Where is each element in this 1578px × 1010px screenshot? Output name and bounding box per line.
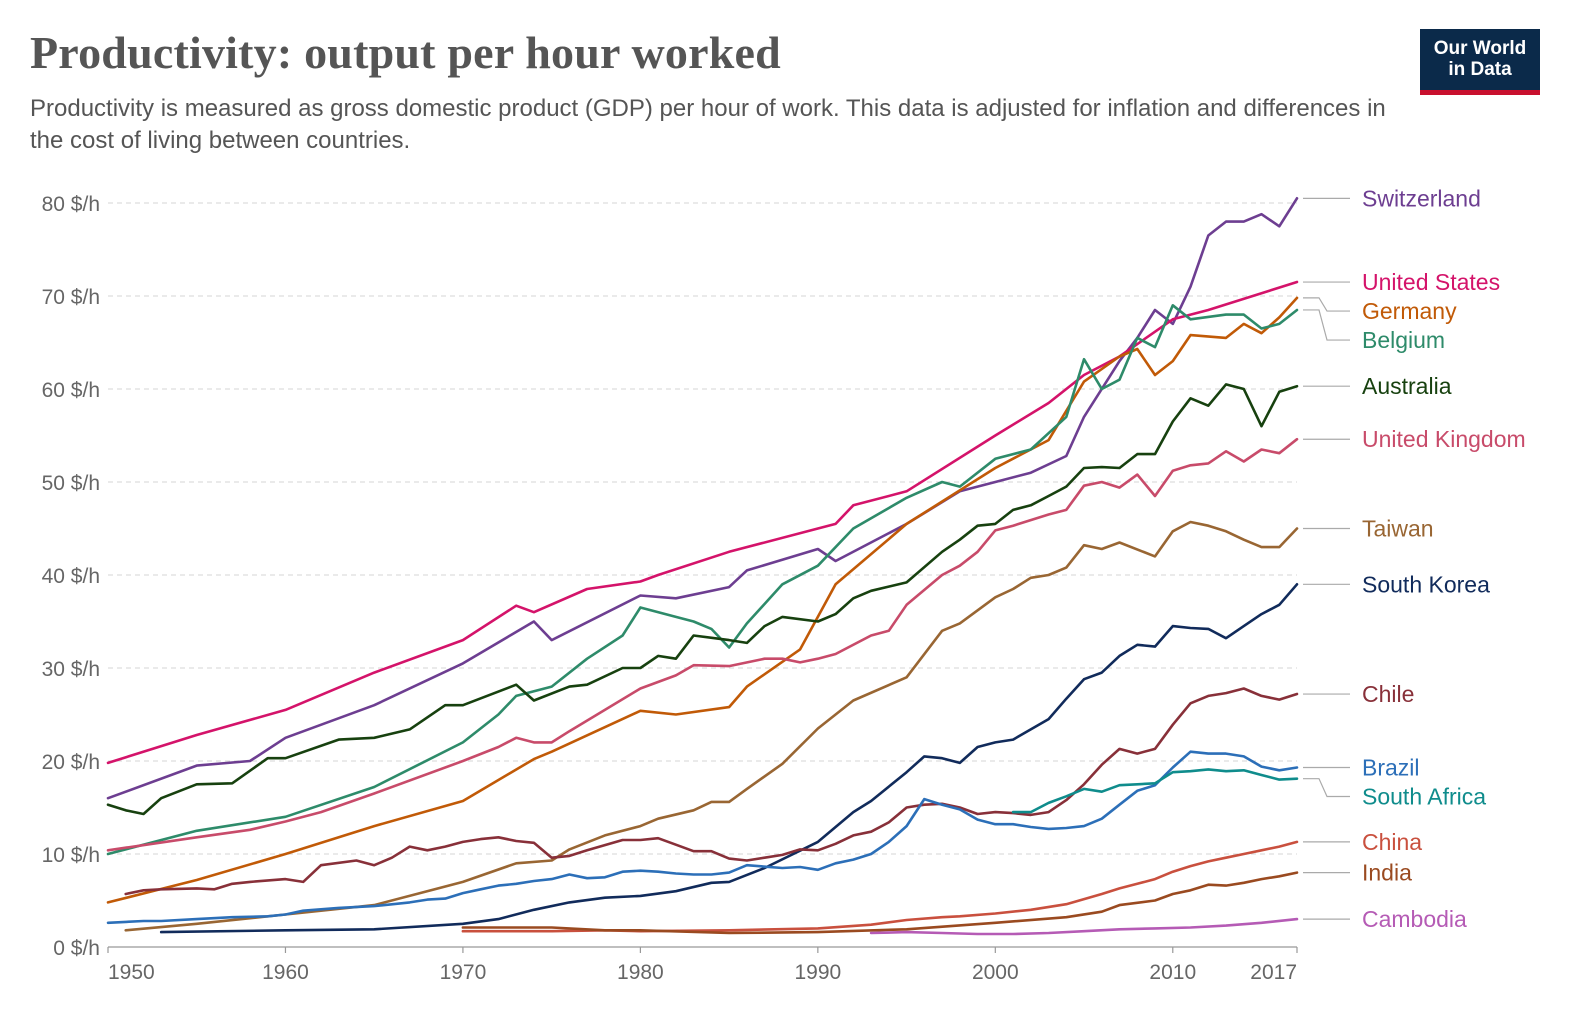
series-label-switzerland[interactable]: Switzerland — [1362, 185, 1481, 211]
series-label-australia[interactable]: Australia — [1362, 373, 1452, 399]
y-tick-label: 60 $/h — [42, 379, 100, 402]
x-tick-label: 1960 — [262, 961, 309, 984]
leader-line — [1303, 297, 1350, 312]
series-line-chile[interactable] — [124, 687, 1299, 896]
series-line-brazil[interactable] — [106, 750, 1299, 925]
series-line-china[interactable] — [461, 840, 1299, 933]
chart-title: Productivity: output per hour worked — [30, 27, 781, 78]
series-label-chile[interactable]: Chile — [1362, 681, 1414, 707]
series-line-australia[interactable] — [106, 383, 1299, 816]
series-lines — [106, 197, 1299, 936]
series-label-united-states[interactable]: United States — [1362, 269, 1500, 295]
series-line-india[interactable] — [461, 871, 1299, 935]
y-tick-label: 80 $/h — [42, 193, 100, 216]
gridlines — [108, 202, 1297, 855]
series-line-belgium[interactable] — [106, 304, 1299, 856]
x-tick-label: 1950 — [108, 961, 155, 984]
x-tick-label: 2010 — [1149, 961, 1196, 984]
end-labels: Switzerland United States Germany Belgium Au… — [1303, 185, 1526, 932]
series-line-taiwan[interactable] — [124, 520, 1299, 932]
y-tick-label: 30 $/h — [42, 658, 100, 681]
x-tick-label: 1970 — [440, 961, 487, 984]
series-label-belgium[interactable]: Belgium — [1362, 327, 1445, 353]
series-line-cambodia[interactable] — [869, 917, 1299, 936]
leader-line — [1303, 309, 1350, 341]
x-tick-label: 2017 — [1250, 961, 1297, 984]
series-line-united-kingdom[interactable] — [106, 437, 1299, 852]
x-tick-label: 1980 — [617, 961, 664, 984]
x-axis: 1950 1960 1970 1980 1990 2000 2010 2017 — [107, 946, 1298, 984]
owid-logo[interactable]: Our World in Data — [1420, 29, 1540, 95]
series-line-germany[interactable] — [106, 296, 1299, 904]
series-label-brazil[interactable]: Brazil — [1362, 755, 1420, 781]
y-tick-label: 20 $/h — [42, 751, 100, 774]
series-label-united-kingdom[interactable]: United Kingdom — [1362, 426, 1526, 452]
y-tick-label: 10 $/h — [42, 844, 100, 867]
series-label-germany[interactable]: Germany — [1362, 298, 1457, 324]
series-line-united-states[interactable] — [106, 280, 1299, 765]
series-label-south-korea[interactable]: South Korea — [1362, 571, 1490, 597]
series-label-india[interactable]: India — [1362, 860, 1412, 886]
series-label-south-africa[interactable]: South Africa — [1362, 784, 1486, 810]
leader-line — [1303, 778, 1350, 798]
x-tick-label: 2000 — [972, 961, 1019, 984]
series-label-cambodia[interactable]: Cambodia — [1362, 906, 1467, 932]
y-tick-label: 40 $/h — [42, 565, 100, 588]
series-label-china[interactable]: China — [1362, 829, 1422, 855]
chart-subtitle: Productivity is measured as gross domest… — [30, 95, 1386, 154]
y-tick-label: 0 $/h — [53, 937, 100, 960]
series-line-south-korea[interactable] — [159, 583, 1299, 934]
y-tick-label: 70 $/h — [42, 286, 100, 309]
series-label-taiwan[interactable]: Taiwan — [1362, 516, 1434, 542]
logo-line-1: Our World — [1433, 38, 1527, 59]
y-tick-label: 50 $/h — [42, 472, 100, 495]
y-axis-labels: 0 $/h 10 $/h 20 $/h 30 $/h 40 $/h 50 $/h 60 $/… — [42, 193, 100, 960]
series-line-south-africa[interactable] — [1011, 768, 1299, 814]
logo-line-2: in Data — [1448, 59, 1512, 80]
x-tick-label: 1990 — [794, 961, 841, 984]
